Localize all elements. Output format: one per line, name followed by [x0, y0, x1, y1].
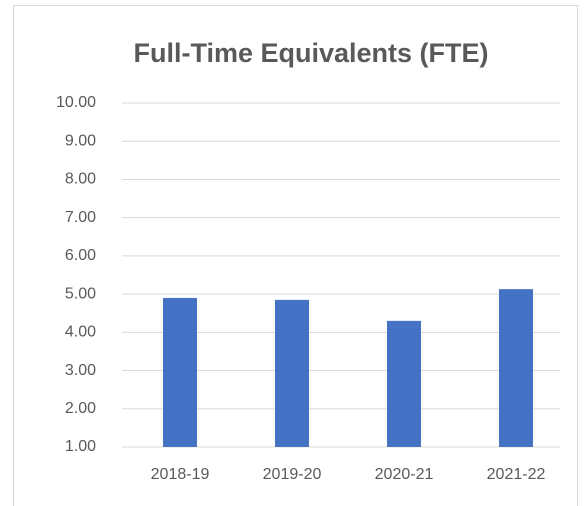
x-tick-label: 2018-19	[151, 466, 210, 483]
chart-title: Full-Time Equivalents (FTE)	[133, 38, 488, 68]
bar	[275, 299, 309, 447]
y-tick-label: 7.00	[65, 209, 96, 226]
bar	[499, 289, 533, 447]
bar	[387, 320, 421, 447]
x-tick-label: 2021-22	[487, 466, 546, 483]
y-tick-label: 9.00	[65, 132, 96, 149]
y-tick-label: 3.00	[65, 362, 96, 379]
x-tick-label: 2019-20	[263, 466, 322, 483]
y-tick-label: 10.00	[56, 94, 96, 111]
y-tick-label: 6.00	[65, 247, 96, 264]
y-tick-label: 5.00	[65, 285, 96, 302]
y-tick-label: 1.00	[65, 438, 96, 455]
bar	[163, 297, 197, 447]
y-tick-label: 4.00	[65, 324, 96, 341]
y-tick-label: 2.00	[65, 400, 96, 417]
y-tick-label: 8.00	[65, 171, 96, 188]
x-tick-label: 2020-21	[375, 466, 434, 483]
